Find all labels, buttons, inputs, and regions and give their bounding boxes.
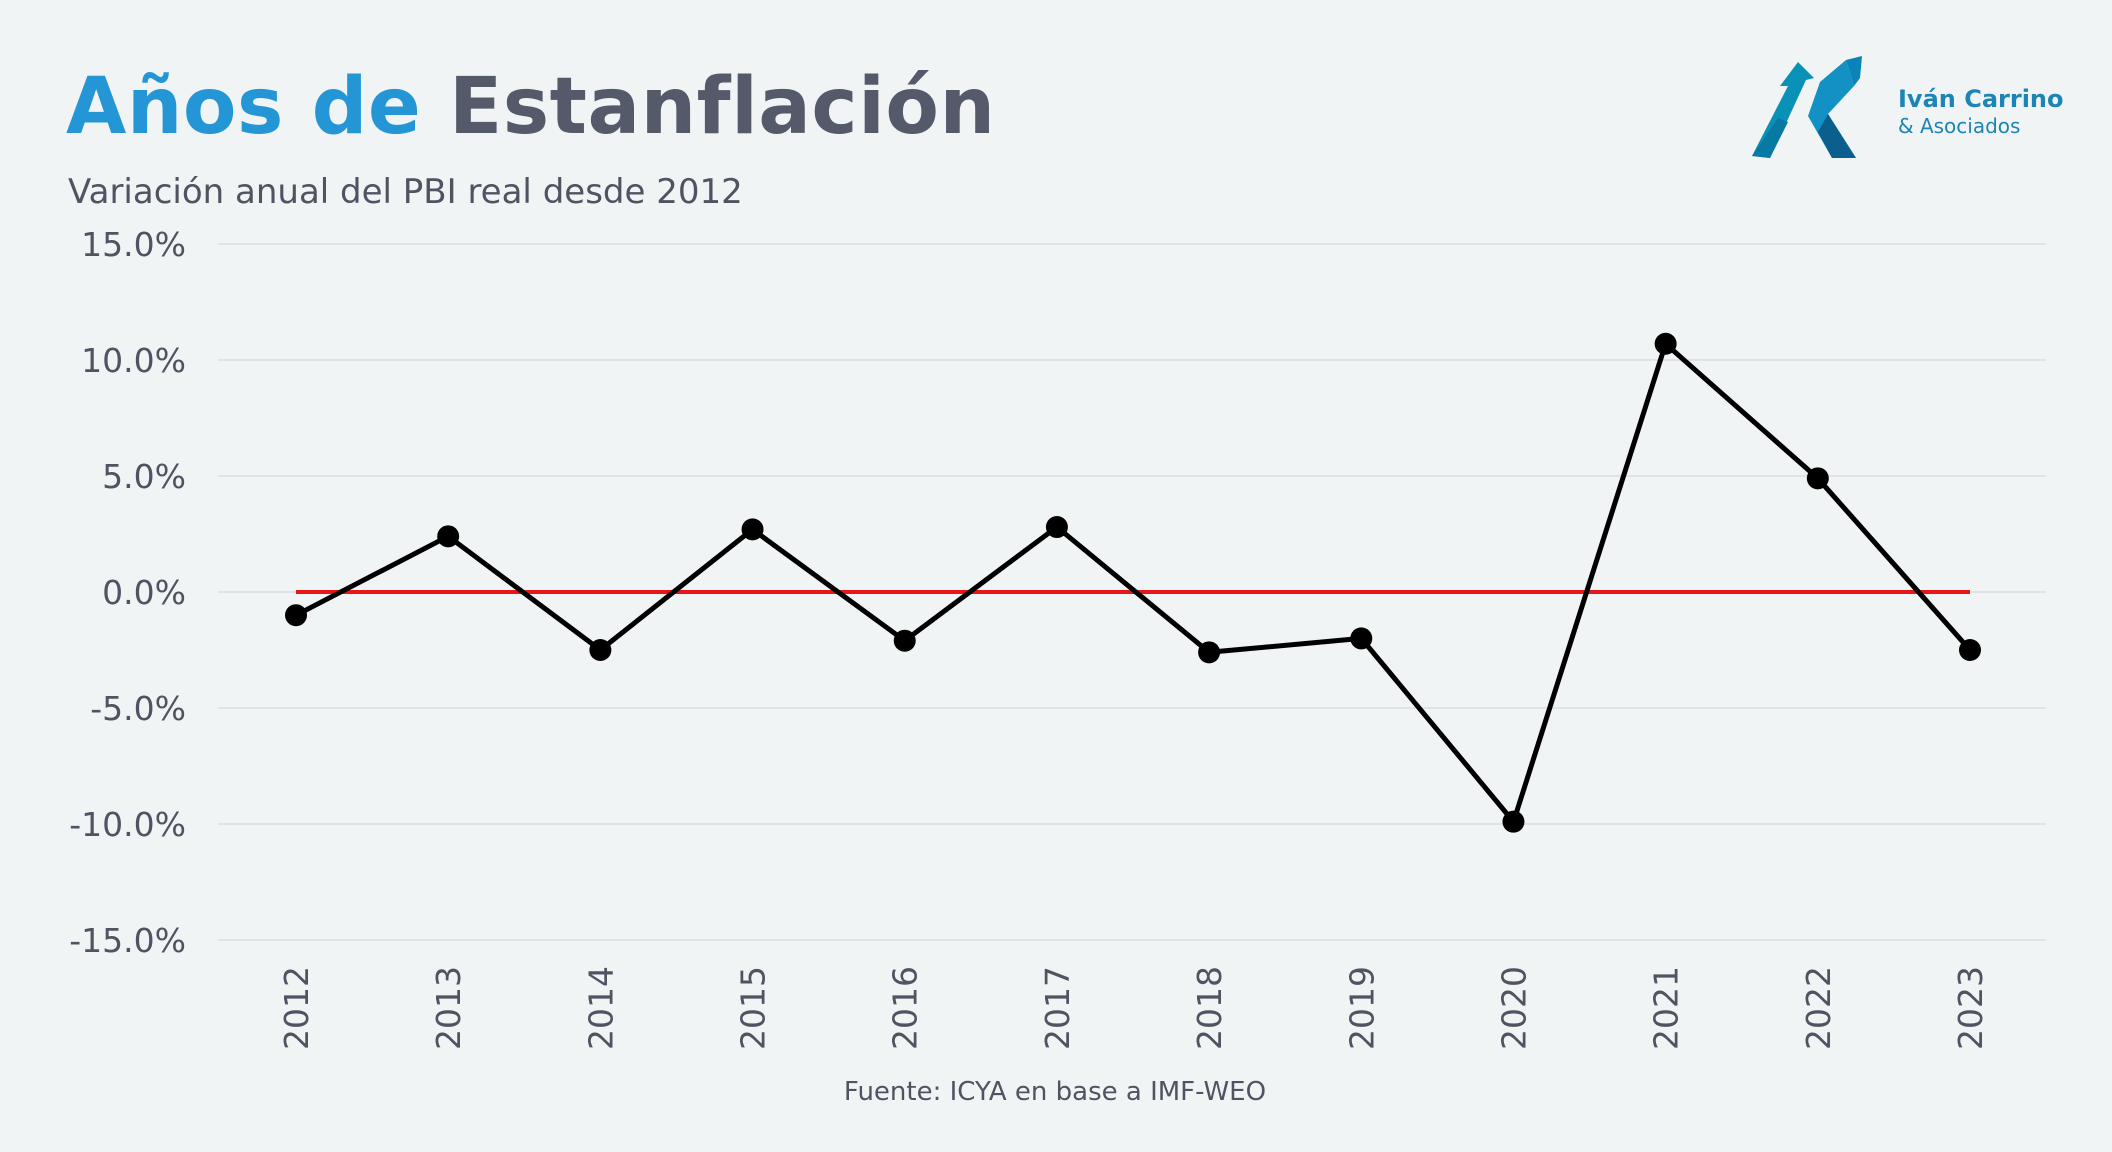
chart-subtitle: Variación anual del PBI real desde 2012 bbox=[68, 172, 743, 212]
data-point bbox=[1654, 332, 1677, 355]
title-accent: Años de bbox=[66, 62, 422, 152]
x-tick-label: 2012 bbox=[277, 966, 316, 1050]
x-tick-label: 2015 bbox=[734, 966, 773, 1050]
x-tick-label: 2013 bbox=[429, 966, 468, 1050]
data-point bbox=[1959, 639, 1981, 661]
y-tick-label: 10.0% bbox=[81, 341, 186, 380]
x-tick-label: 2020 bbox=[1494, 966, 1533, 1050]
data-point bbox=[1045, 516, 1068, 539]
data-point bbox=[1350, 627, 1373, 650]
x-tick-label: 2021 bbox=[1647, 966, 1686, 1050]
source-text: Fuente: ICYA en base a IMF-WEO bbox=[843, 1077, 1267, 1107]
x-tick-label: 2017 bbox=[1038, 966, 1077, 1050]
y-tick-label: 0.0% bbox=[102, 573, 186, 612]
x-tick-label: 2023 bbox=[1951, 966, 1990, 1050]
y-tick-label: 15.0% bbox=[81, 225, 186, 264]
ica-arrow-logo-icon bbox=[1752, 56, 1862, 158]
series-layer bbox=[294, 339, 1972, 827]
data-point bbox=[437, 525, 460, 548]
y-tick-label: -15.0% bbox=[69, 921, 186, 960]
y-axis-tick-labels: 15.0% 10.0% 5.0% 0.0% -5.0% -10.0% -15.0% bbox=[69, 225, 186, 960]
data-point bbox=[285, 604, 307, 627]
data-point bbox=[1806, 467, 1829, 490]
data-point bbox=[1198, 641, 1221, 664]
source-note: Fuente: ICYA en base a IMF-WEO bbox=[0, 1074, 2112, 1110]
x-tick-label: 2019 bbox=[1342, 966, 1381, 1050]
y-tick-label: 5.0% bbox=[102, 457, 186, 496]
title-main: Estanflación bbox=[448, 62, 996, 152]
data-point bbox=[893, 629, 916, 652]
x-tick-label: 2022 bbox=[1799, 966, 1838, 1050]
logo-name: Iván Carrino bbox=[1898, 85, 2064, 113]
x-tick-label: 2016 bbox=[886, 966, 925, 1050]
data-point bbox=[1502, 810, 1525, 833]
logo-subtitle: & Asociados bbox=[1898, 114, 2021, 138]
data-point bbox=[589, 639, 612, 661]
x-tick-label: 2018 bbox=[1190, 966, 1229, 1050]
brand-logo: Iván Carrino & Asociados bbox=[1748, 56, 2088, 166]
x-axis-tick-labels: 2012 2013 2014 2015 2016 2017 2018 2019 2020 2021… bbox=[277, 966, 1990, 1050]
series-line bbox=[294, 339, 1972, 827]
point-layer bbox=[285, 332, 1981, 833]
data-point bbox=[741, 518, 764, 541]
chart-title: Años de Estanflación bbox=[66, 52, 996, 162]
y-tick-label: -5.0% bbox=[90, 689, 186, 728]
y-tick-label: -10.0% bbox=[69, 805, 186, 844]
x-tick-label: 2014 bbox=[581, 966, 620, 1050]
